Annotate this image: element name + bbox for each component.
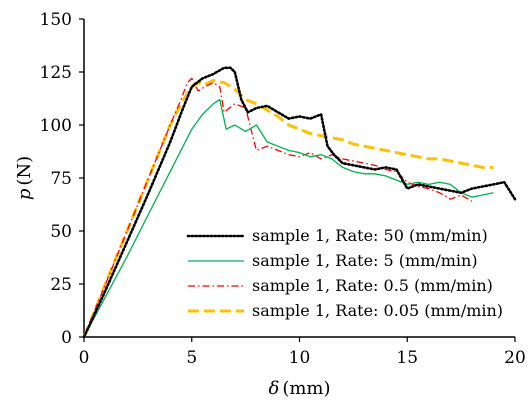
legend-label-1: sample 1, Rate: 50 (mm/min) bbox=[252, 226, 488, 245]
y-tick-label: 75 bbox=[50, 169, 72, 189]
y-tick-label: 50 bbox=[50, 222, 72, 242]
x-tick-label: 0 bbox=[79, 348, 90, 368]
y-tick-label: 0 bbox=[61, 328, 72, 348]
x-tick-label: 20 bbox=[504, 348, 526, 368]
y-tick-label: 125 bbox=[40, 63, 72, 83]
y-tick-label: 100 bbox=[40, 116, 72, 136]
legend-label-2: sample 1, Rate: 5 (mm/min) bbox=[252, 251, 478, 270]
x-tick-label: 10 bbox=[289, 348, 311, 368]
series-line-2 bbox=[83, 98, 494, 338]
y-tick-label: 150 bbox=[40, 10, 72, 30]
series-layer bbox=[82, 66, 517, 339]
series-line-4 bbox=[82, 79, 494, 338]
x-axis-title: δ (mm) bbox=[268, 378, 330, 399]
series-line-3 bbox=[83, 77, 473, 338]
legend: sample 1, Rate: 50 (mm/min) sample 1, Rat… bbox=[186, 226, 503, 320]
x-tick-label: 15 bbox=[396, 348, 418, 368]
y-tick-label: 25 bbox=[50, 275, 72, 295]
y-axis-unit: (N) bbox=[14, 156, 35, 186]
legend-label-4: sample 1, Rate: 0.05 (mm/min) bbox=[252, 301, 503, 320]
x-axis-symbol: δ bbox=[268, 378, 279, 399]
x-axis-unit: (mm) bbox=[282, 378, 330, 399]
y-axis-title: p (N) bbox=[14, 156, 35, 200]
series-line-1 bbox=[82, 66, 517, 339]
x-tick-label: 5 bbox=[186, 348, 197, 368]
legend-label-3: sample 1, Rate: 0.5 (mm/min) bbox=[252, 276, 493, 295]
axes: 0 25 50 75 100 125 150 0 5 10 15 20 bbox=[40, 10, 526, 368]
y-axis-symbol: p bbox=[14, 188, 35, 200]
